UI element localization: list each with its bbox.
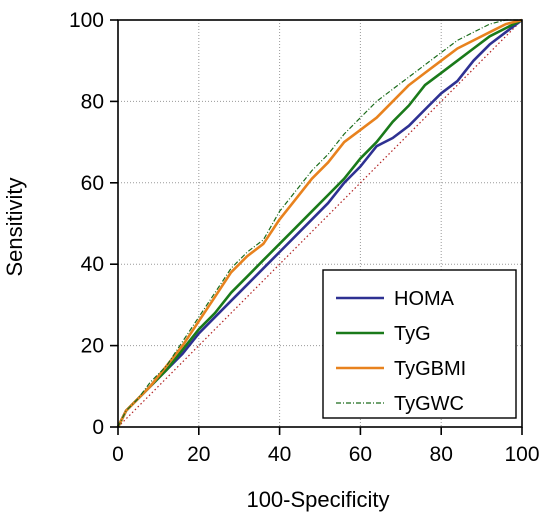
x-tick-label: 20: [187, 443, 210, 466]
x-tick-label: 100: [504, 443, 539, 466]
y-tick-labels: 0 20 40 60 80 100: [69, 9, 104, 439]
x-tick-label: 60: [349, 443, 372, 466]
axis-ticks: [110, 19, 523, 435]
legend-label-tygbmi: TyGBMI: [394, 358, 466, 380]
y-tick-label: 60: [81, 172, 104, 195]
x-tick-label: 0: [112, 443, 124, 466]
y-tick-label: 80: [81, 90, 104, 113]
y-tick-label: 20: [81, 335, 104, 358]
x-tick-label: 80: [430, 443, 453, 466]
series-lines: [116, 18, 523, 428]
series-line-tyg: [116, 18, 523, 428]
legend-label-tyg: TyG: [394, 323, 431, 345]
y-tick-label: 40: [81, 253, 104, 276]
x-tick-labels: 0 20 40 60 80 100: [112, 443, 539, 466]
series-line-tygbmi: [116, 18, 523, 428]
y-axis-title: Sensitivity: [2, 177, 27, 276]
legend: HOMA TyG TyGBMI TyGWC: [322, 269, 517, 419]
legend-label-homa: HOMA: [394, 288, 455, 310]
series-line-tygwc: [117, 19, 522, 428]
plot-frame: [117, 19, 523, 428]
legend-box: [322, 269, 517, 419]
y-tick-label: 100: [69, 9, 104, 32]
y-tick-label: 0: [92, 416, 104, 439]
legend-label-tygwc: TyGWC: [394, 393, 464, 415]
x-axis-title: 100-Specificity: [246, 487, 389, 512]
x-tick-label: 40: [268, 443, 291, 466]
